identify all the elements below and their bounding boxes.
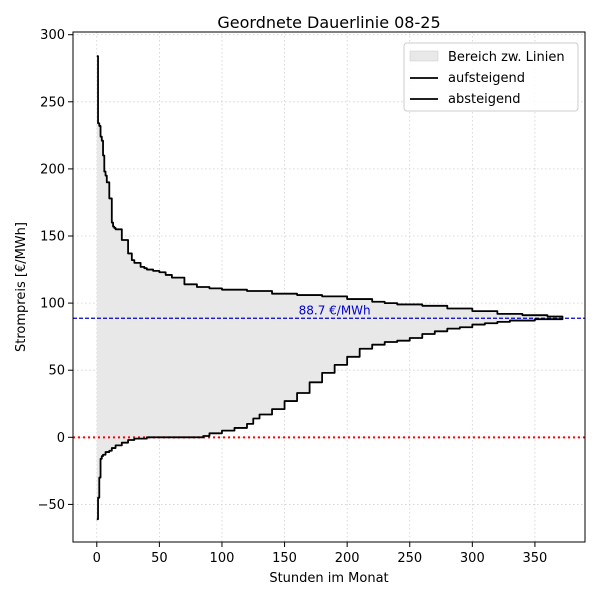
- y-axis-label: Strompreis [€/MWh]: [14, 222, 29, 352]
- legend-box: [403, 42, 579, 112]
- x-axis-label: Stunden im Monat: [269, 571, 388, 586]
- fill-area: [96, 56, 563, 520]
- y-tick-label: 100: [40, 297, 65, 312]
- y-tick-label: 150: [40, 230, 65, 245]
- y-tick-label: 200: [40, 162, 65, 177]
- plot-frame: [72, 31, 586, 543]
- y-tick-label: 300: [40, 28, 65, 43]
- y-tick-label: 250: [40, 95, 65, 110]
- legend-desc-label: absteigend: [448, 92, 520, 107]
- x-tick-label: 250: [397, 551, 422, 566]
- y-tick-label: 50: [48, 364, 65, 379]
- y-tick-label: 0: [57, 431, 65, 446]
- axis-ticks: 0 50 100 150 200 250 300 350 −50 0 50 100 150 200 250 3…: [38, 28, 548, 566]
- legend: Bereich zw. Linien aufsteigend absteigen…: [403, 42, 579, 112]
- series-line-aufsteigend: [96, 317, 564, 521]
- x-tick-label: 0: [93, 551, 101, 566]
- legend-asc-label: aufsteigend: [448, 71, 525, 86]
- x-tick-label: 50: [151, 551, 168, 566]
- series-lines: [96, 55, 564, 521]
- x-tick-label: 300: [460, 551, 485, 566]
- x-tick-label: 350: [523, 551, 548, 566]
- chart-title: Geordnete Dauerlinie 08-25: [217, 13, 440, 32]
- legend-fill-swatch: [409, 50, 439, 62]
- y-tick-label: −50: [38, 498, 65, 513]
- x-tick-label: 100: [210, 551, 235, 566]
- fill-between-lines: [96, 56, 563, 520]
- series-line-absteigend: [96, 55, 564, 318]
- mean-line-label: 88.7 €/MWh: [299, 303, 371, 317]
- x-tick-label: 200: [335, 551, 360, 566]
- x-tick-label: 150: [272, 551, 297, 566]
- legend-fill-label: Bereich zw. Linien: [448, 50, 565, 65]
